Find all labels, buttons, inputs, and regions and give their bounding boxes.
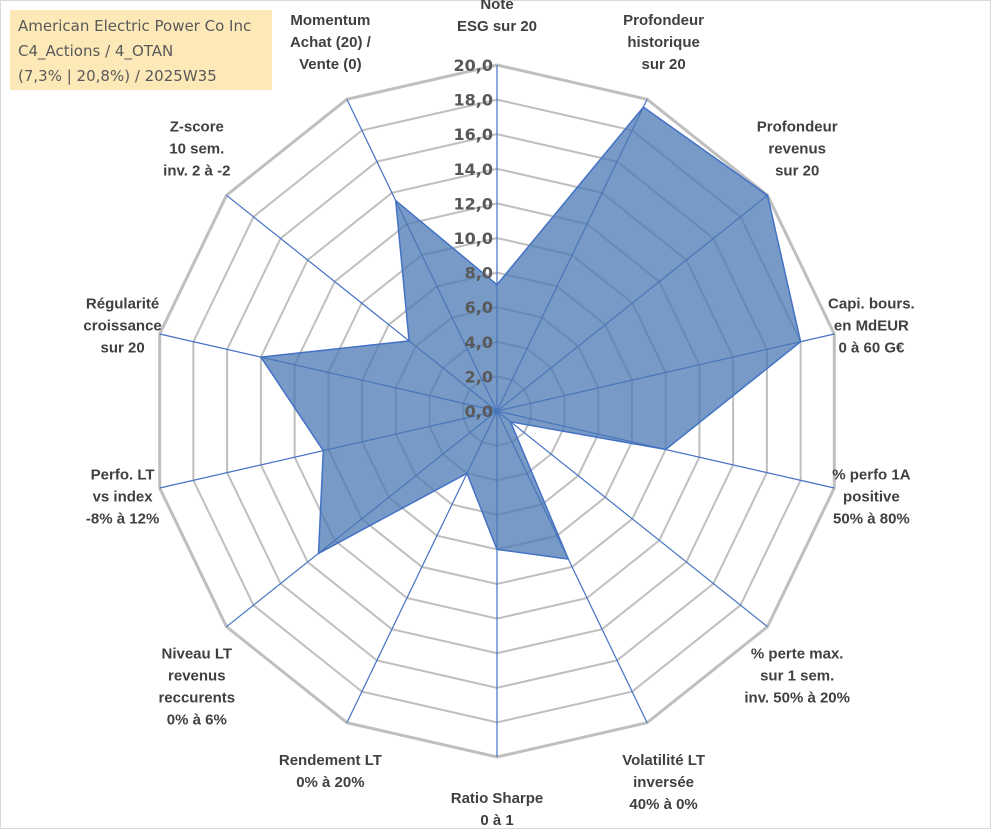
tick-label: 8,0 (465, 264, 493, 283)
axis-label: Régularité croissance sur 20 (83, 296, 161, 357)
radial-tick-labels: 0,0 2,0 4,0 6,0 8,0 10,0 12,0 14,0 16,0 18,0 20,0 (454, 56, 493, 421)
tick-label: 18,0 (454, 91, 493, 110)
axis-label: Volatilité LT inversée 40% à 0% (622, 752, 705, 813)
title-stats: (7,3% | 20,8%) / 2025W35 (18, 67, 217, 85)
axis-label: Niveau LT revenus reccurents 0% à 6% (158, 645, 235, 728)
tick-label: 6,0 (465, 298, 493, 317)
axis-label: Rendement LT 0% à 20% (279, 752, 382, 791)
axis-label: Ratio Sharpe 0 à 1 (451, 790, 544, 829)
title-category: C4_Actions / 4_OTAN (18, 42, 174, 60)
tick-label: 0,0 (465, 402, 493, 421)
radar-series (259, 106, 802, 561)
tick-label: 12,0 (454, 194, 493, 213)
axis-label: Profondeur revenus sur 20 (757, 119, 838, 180)
axis-label: Momentum Achat (20) / Vente (0) (290, 12, 372, 73)
tick-label: 14,0 (454, 160, 493, 179)
axis-label: % perte max. sur 1 sem. inv. 50% à 20% (744, 645, 850, 706)
axis-label: Z-score 10 sem. inv. 2 à -2 (163, 119, 230, 180)
axis-labels: Note ESG sur 20 Profondeur historique sur 20… (83, 0, 914, 829)
axis-label: Capi. bours. en MdEUR 0 à 60 G€ (828, 296, 915, 357)
axis-label: Note ESG sur 20 (457, 0, 537, 35)
axis-label: Profondeur historique sur 20 (623, 12, 704, 73)
axis-label: Perfo. LT vs index -8% à 12% (86, 466, 159, 527)
tick-label: 10,0 (454, 229, 493, 248)
tick-label: 16,0 (454, 125, 493, 144)
title-company: American Electric Power Co Inc (18, 17, 252, 35)
tick-label: 2,0 (465, 367, 493, 386)
chart-title-box: American Electric Power Co Inc C4_Action… (10, 10, 272, 90)
tick-label: 4,0 (465, 333, 493, 352)
axis-label: % perfo 1A positive 50% à 80% (832, 466, 911, 527)
axis-spoke (496, 410, 768, 628)
tick-label: 20,0 (454, 56, 493, 75)
